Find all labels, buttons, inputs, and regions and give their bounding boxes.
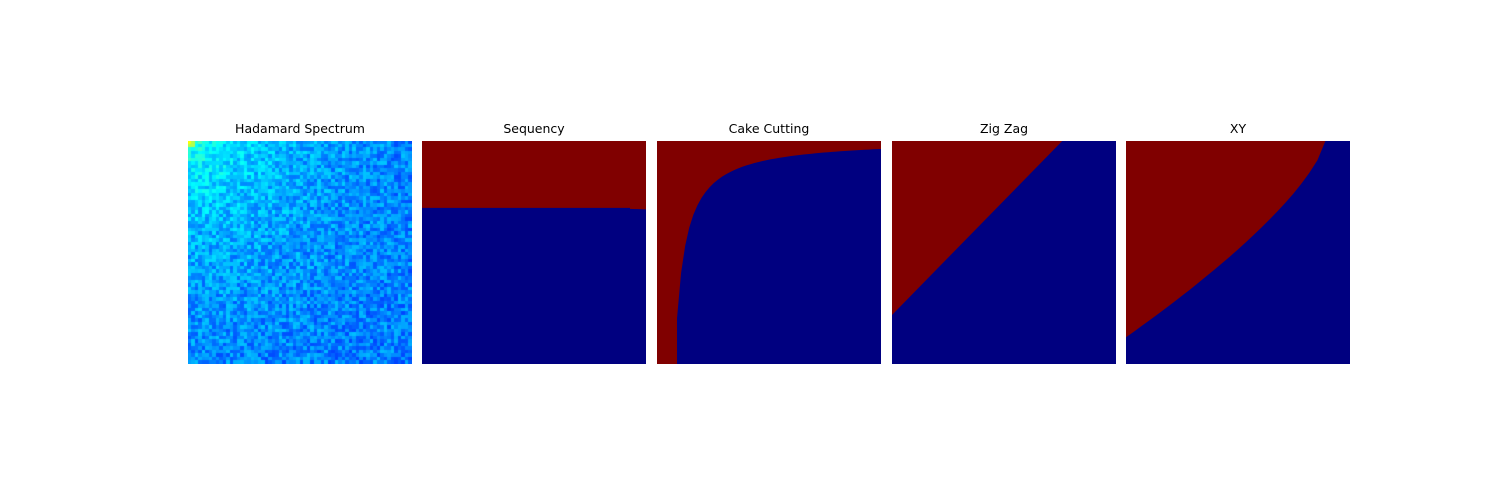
sequency-mask: [422, 141, 646, 364]
cake-cutting-selected-region: [657, 141, 881, 364]
panel-cake-cutting: Cake Cutting: [657, 121, 881, 364]
panel-hadamard-spectrum: Hadamard Spectrum: [188, 121, 412, 364]
panel-title: Hadamard Spectrum: [235, 121, 365, 136]
cake-cutting-mask: [657, 141, 881, 364]
panel-sequency: Sequency: [422, 121, 646, 364]
hadamard-spectrum-heatmap: [188, 141, 412, 364]
panel-title: XY: [1229, 121, 1247, 136]
zig-zag-mask: [892, 141, 1116, 364]
panel-zig-zag: Zig Zag: [892, 121, 1116, 364]
xy-selected-region: [1126, 141, 1326, 338]
sequency-selected-region: [422, 141, 646, 210]
panel-title: Cake Cutting: [728, 121, 810, 136]
xy-mask: [1126, 141, 1350, 364]
panel-title: Sequency: [503, 121, 565, 136]
panel-title: Zig Zag: [979, 121, 1029, 136]
panel-xy: XY: [1126, 121, 1350, 364]
